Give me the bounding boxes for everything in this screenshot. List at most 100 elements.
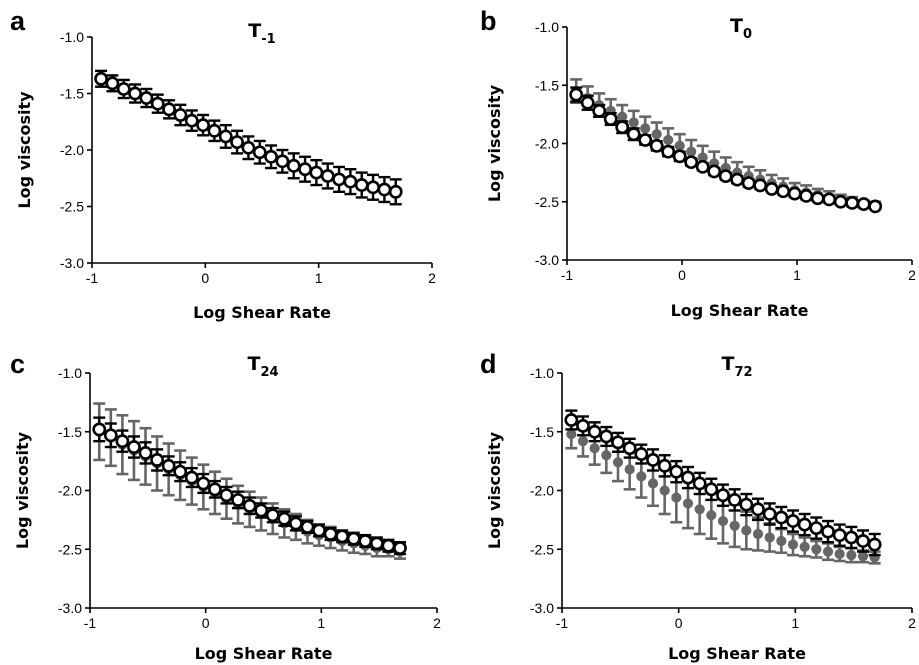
data-point <box>196 118 210 133</box>
data-point <box>628 117 639 128</box>
panel-title-main: T <box>730 15 743 37</box>
series-filled <box>570 78 882 211</box>
x-tick-label: 2 <box>908 267 916 283</box>
data-point <box>776 184 791 199</box>
data-point <box>617 111 628 122</box>
panel-letter: d <box>480 349 497 379</box>
data-point <box>752 528 764 540</box>
panel-title-subscript: 0 <box>743 27 752 42</box>
data-point <box>231 492 245 507</box>
data-point <box>587 424 602 439</box>
data-point <box>242 498 257 513</box>
x-tick-label: 0 <box>675 615 683 631</box>
data-point <box>230 135 244 149</box>
data-point <box>787 539 799 550</box>
data-point <box>626 127 641 142</box>
data-point <box>105 76 120 91</box>
data-point <box>611 435 625 450</box>
data-point <box>821 524 835 539</box>
series-open <box>569 86 883 214</box>
y-tick-label: -1.0 <box>530 365 554 381</box>
panel-letter: a <box>10 6 26 36</box>
data-point <box>707 164 722 179</box>
data-point <box>323 527 338 541</box>
data-point <box>810 191 825 206</box>
series-open <box>94 69 403 206</box>
data-point <box>309 165 324 180</box>
data-point <box>646 453 660 467</box>
data-point <box>833 194 848 209</box>
panel-title: T-1 <box>248 20 275 47</box>
data-point <box>797 517 812 532</box>
y-tick-label: -3.0 <box>530 600 554 616</box>
data-point <box>599 429 614 444</box>
y-tick-label: -1.5 <box>530 424 554 440</box>
data-point <box>647 478 659 489</box>
panel-title: T0 <box>730 15 752 42</box>
data-point <box>335 529 350 544</box>
data-point <box>753 178 768 193</box>
y-tick-label: -2.5 <box>535 194 559 210</box>
data-point <box>844 530 859 545</box>
data-point <box>692 476 707 491</box>
data-point <box>184 470 199 485</box>
x-axis-label: Log Shear Rate <box>195 644 333 663</box>
y-axis-label: Log viscosity <box>485 431 504 549</box>
data-point <box>388 184 403 199</box>
data-point <box>612 457 624 468</box>
data-point <box>622 441 637 456</box>
panel-title: T24 <box>247 353 278 380</box>
data-point <box>762 507 777 521</box>
x-tick-label: -1 <box>556 615 569 631</box>
data-point <box>343 174 358 189</box>
data-point <box>776 535 787 547</box>
data-point <box>649 138 664 153</box>
data-point <box>218 129 233 144</box>
data-point <box>162 102 176 117</box>
data-point <box>288 516 303 531</box>
panel-letter: b <box>480 6 497 36</box>
x-tick-label: 2 <box>908 615 916 631</box>
data-point <box>286 158 301 173</box>
data-point <box>663 134 674 146</box>
panel-title-main: T <box>248 20 261 42</box>
data-point <box>265 508 280 523</box>
data-point <box>640 123 651 134</box>
data-point <box>580 95 595 110</box>
y-tick-label: -3.0 <box>535 252 559 268</box>
x-tick-label: -1 <box>84 615 97 631</box>
panel-title-main: T <box>247 353 260 375</box>
data-point <box>669 464 684 479</box>
data-point <box>241 140 256 155</box>
data-point <box>589 443 600 454</box>
data-point <box>741 176 756 191</box>
data-point <box>846 550 857 561</box>
data-point <box>566 429 577 440</box>
data-point <box>638 133 653 147</box>
data-point <box>657 458 672 473</box>
data-point <box>739 497 754 512</box>
data-point <box>661 144 676 159</box>
data-point <box>764 182 779 196</box>
data-point <box>686 146 697 157</box>
data-point <box>681 470 695 485</box>
x-tick-label: -1 <box>561 267 574 283</box>
data-point <box>624 464 635 475</box>
x-tick-label: 1 <box>793 267 801 283</box>
x-tick-label: 1 <box>315 270 323 286</box>
data-point <box>275 154 290 169</box>
panel-title-subscript: -1 <box>261 32 275 47</box>
data-point <box>718 169 733 184</box>
x-tick-label: 1 <box>791 615 799 631</box>
data-point <box>150 453 164 467</box>
data-point <box>799 541 810 553</box>
data-point <box>115 434 130 449</box>
y-axis-label: Log viscosity <box>485 84 504 202</box>
y-tick-label: -2.5 <box>58 541 82 557</box>
data-point <box>601 450 612 461</box>
x-axis-label: Log Shear Rate <box>668 644 806 663</box>
x-tick-label: 1 <box>317 615 325 631</box>
data-point <box>300 520 315 534</box>
